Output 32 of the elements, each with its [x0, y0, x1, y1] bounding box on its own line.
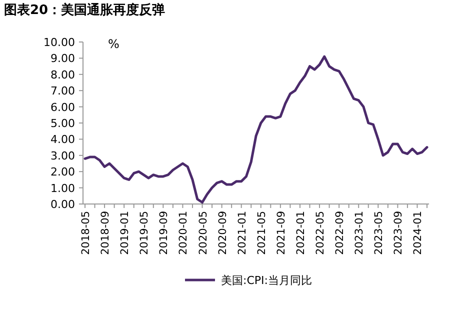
x-tick-label: 2020-01 — [178, 211, 190, 255]
y-tick-label: 10.00 — [44, 36, 75, 49]
y-tick-label: 5.00 — [50, 117, 75, 130]
y-tick-label: 7.00 — [50, 84, 75, 98]
x-tick-label: 2018-09 — [100, 211, 112, 255]
y-tick-label: 4.00 — [50, 133, 75, 146]
legend-label: 美国:CPI:当月同比 — [221, 274, 312, 287]
x-tick-label: 2022-09 — [334, 211, 346, 255]
x-tick-label: 2019-09 — [158, 211, 170, 255]
x-tick-label: 2019-01 — [119, 211, 132, 255]
x-tick-label: 2021-05 — [256, 211, 268, 255]
y-tick-label: 6.00 — [50, 100, 75, 114]
x-tick-label: 2019-05 — [138, 211, 151, 255]
y-tick-label: 3.00 — [50, 149, 75, 162]
x-tick-label: 2024-01 — [412, 211, 424, 255]
x-tick-label: 2023-05 — [373, 211, 386, 255]
y-tick-label: 8.00 — [50, 68, 75, 82]
y-tick-label: 2.00 — [50, 166, 75, 179]
chart-title: 图表20：美国通胀再度反弹 — [4, 2, 166, 18]
x-tick-label: 2020-09 — [216, 211, 229, 255]
x-tick-label: 2023-01 — [354, 211, 366, 255]
y-tick-label: 1.00 — [50, 182, 75, 195]
x-tick-label: 2020-05 — [197, 211, 210, 255]
x-tick-label: 2018-05 — [80, 211, 92, 255]
y-axis-title: % — [108, 37, 120, 51]
x-tick-label: 2022-05 — [314, 211, 327, 255]
x-tick-label: 2021-09 — [275, 211, 288, 255]
y-tick-label: 0.00 — [50, 198, 75, 211]
y-tick-label: 9.00 — [50, 52, 75, 66]
x-tick-label: 2021-01 — [236, 211, 248, 255]
x-tick-label: 2023-09 — [392, 211, 405, 255]
x-tick-label: 2022-01 — [294, 211, 307, 255]
